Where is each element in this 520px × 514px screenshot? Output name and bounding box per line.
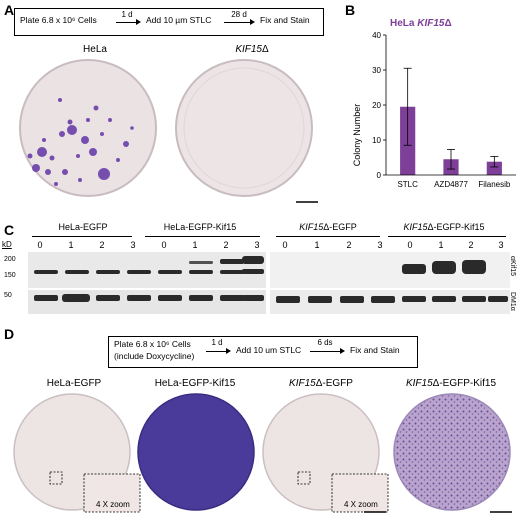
zoom-inset-2 bbox=[331, 473, 389, 513]
y-tick-label: 0 bbox=[377, 171, 382, 180]
d-arrow2-label: 6 ds bbox=[317, 338, 333, 347]
d-label-hela-egfp-kif15: HeLa-EGFP-Kif15 bbox=[154, 378, 236, 389]
plate-kif15d-egfp-kif15 bbox=[393, 393, 511, 511]
a-arrow2 bbox=[224, 22, 252, 23]
plate-hela bbox=[19, 59, 157, 197]
d-step2: Add 10 um STLC bbox=[236, 345, 302, 355]
x-tick-labels: STLC AZD4877 Filanesib bbox=[397, 180, 510, 189]
c-group-hela-egfp: HeLa-EGFP bbox=[58, 222, 108, 232]
chart-title: HeLa KIF15Δ bbox=[390, 18, 452, 29]
y-tick-label: 40 bbox=[372, 31, 381, 40]
error-bars bbox=[403, 67, 499, 170]
mw-50: 50 bbox=[4, 292, 12, 299]
y-ticks: 0 10 20 30 40 bbox=[372, 31, 386, 180]
c-group-line-2 bbox=[145, 236, 260, 237]
a-arrow2-head bbox=[250, 19, 255, 25]
a-label-kif15: KIF15Δ bbox=[235, 44, 269, 55]
a-label-hela: HeLa bbox=[83, 44, 107, 55]
y-tick-label: 30 bbox=[372, 66, 381, 75]
d-step1-line2: (include Doxycycline) bbox=[114, 351, 195, 361]
zoom-label-2: 4 X zoom bbox=[344, 500, 378, 509]
c-group-line-1 bbox=[32, 236, 132, 237]
hela-colonies bbox=[27, 98, 134, 186]
y-tick-label: 10 bbox=[372, 136, 381, 145]
panel-a-letter: A bbox=[4, 2, 15, 18]
x-tick-label-azd4877: AZD4877 bbox=[434, 180, 468, 189]
zoom-inset-1 bbox=[83, 473, 141, 513]
c-group-hela-egfp-kif15: HeLa-EGFP-Kif15 bbox=[163, 222, 237, 232]
y-axis-label: Colony Number bbox=[352, 104, 362, 167]
a-arrow1-label: 1 d bbox=[121, 10, 133, 19]
mw-150: 150 bbox=[4, 272, 16, 279]
mw-200: 200 bbox=[4, 256, 16, 263]
d-arrow2-head bbox=[340, 348, 345, 354]
x-tick-label-filanesib: Filanesib bbox=[478, 180, 511, 189]
x-tick-label-stlc: STLC bbox=[397, 180, 418, 189]
panel-d-flowchart bbox=[108, 336, 418, 368]
side-label-akif15: αKif15 bbox=[509, 256, 516, 277]
a-arrow2-label: 28 d bbox=[231, 10, 247, 19]
western-blot bbox=[28, 252, 510, 314]
d-arrow1 bbox=[206, 351, 228, 352]
side-label-dm1a: DM1α bbox=[509, 292, 516, 311]
a-arrow1 bbox=[116, 22, 138, 23]
d-label-hela-egfp: HeLa-EGFP bbox=[46, 378, 102, 389]
panel-a-plates bbox=[19, 59, 318, 203]
d-arrow1-head bbox=[226, 348, 231, 354]
bar-chart: Colony Number 0 10 20 30 40 STLC AZD4877 Filan… bbox=[352, 31, 516, 189]
kd-label: kD bbox=[2, 240, 12, 249]
c-group-kif15d-egfp-kif15: KIF15Δ-EGFP-Kif15 bbox=[403, 222, 485, 232]
bands bbox=[34, 256, 508, 303]
d-step3: Fix and Stain bbox=[350, 345, 400, 355]
panel-d-plates bbox=[13, 393, 512, 513]
bar-filanesib bbox=[486, 161, 502, 175]
zoom-region-1 bbox=[49, 471, 63, 485]
blot-bottom-left bbox=[28, 290, 266, 314]
a-step3: Fix and Stain bbox=[260, 15, 310, 25]
zoom-label-1: 4 X zoom bbox=[96, 500, 130, 509]
panel-b-letter: B bbox=[345, 2, 356, 18]
panel-a-flowchart bbox=[14, 8, 324, 36]
panel-c-letter: C bbox=[4, 222, 15, 238]
a-step2: Add 10 µm STLC bbox=[146, 15, 212, 25]
c-group-line-3 bbox=[276, 236, 380, 237]
d-step1-line1: Plate 6.8 x 10⁶ Cells bbox=[114, 339, 191, 349]
d-arrow1-label: 1 d bbox=[211, 338, 223, 347]
y-tick-label: 20 bbox=[372, 101, 381, 110]
plate-kif15 bbox=[175, 59, 313, 197]
c-group-line-4 bbox=[388, 236, 506, 237]
d-label-kif15d-egfp-kif15: KIF15Δ-EGFP-Kif15 bbox=[405, 378, 497, 389]
panel-d-letter: D bbox=[4, 326, 15, 342]
zoom-region-2 bbox=[297, 471, 311, 485]
plate-hela-egfp-kif15 bbox=[137, 393, 255, 511]
a-step1: Plate 6.8 x 10⁶ Cells bbox=[20, 15, 97, 25]
d-label-kif15d-egfp: KIF15Δ-EGFP bbox=[289, 378, 353, 389]
a-arrow1-head bbox=[136, 19, 141, 25]
c-group-kif15d-egfp: KIF15Δ-EGFP bbox=[299, 222, 357, 232]
d-arrow2 bbox=[310, 351, 342, 352]
